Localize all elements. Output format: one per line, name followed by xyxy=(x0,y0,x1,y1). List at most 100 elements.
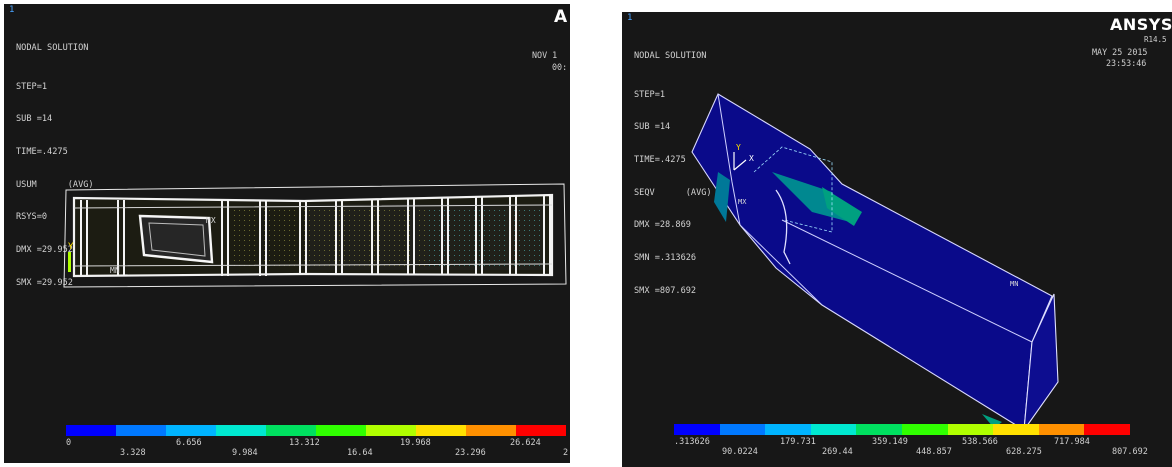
legend-band xyxy=(1038,424,1085,435)
mesh-node xyxy=(474,230,475,231)
mesh-node xyxy=(314,220,315,221)
mesh-node xyxy=(449,255,450,256)
mesh-node xyxy=(504,230,505,231)
mesh-node xyxy=(269,245,270,246)
legend-band xyxy=(216,425,266,436)
mesh-node xyxy=(524,230,525,231)
mesh-node xyxy=(304,260,305,261)
mesh-node xyxy=(404,220,405,221)
mesh-node xyxy=(379,220,380,221)
mesh-node xyxy=(444,255,445,256)
mesh-node xyxy=(499,225,500,226)
stiffener-ribs xyxy=(80,195,551,276)
mesh-node xyxy=(264,215,265,216)
mesh-node xyxy=(379,260,380,261)
mesh-node xyxy=(539,210,540,211)
mesh-node xyxy=(429,230,430,231)
mesh-node xyxy=(429,265,430,266)
mesh-node xyxy=(504,255,505,256)
mesh-node xyxy=(519,215,520,216)
mesh-node xyxy=(254,215,255,216)
mesh-node xyxy=(249,260,250,261)
mesh-node xyxy=(384,260,385,261)
mesh-node xyxy=(329,230,330,231)
mesh-node xyxy=(424,265,425,266)
solution-info: NODAL SOLUTION STEP=1 SUB =14 TIME=.4275… xyxy=(634,29,712,319)
mesh-node xyxy=(444,250,445,251)
mesh-node xyxy=(369,240,370,241)
mesh-node xyxy=(519,230,520,231)
mesh-node xyxy=(274,245,275,246)
mesh-node xyxy=(474,225,475,226)
mesh-node xyxy=(449,220,450,221)
mesh-node xyxy=(274,235,275,236)
mesh-node xyxy=(269,250,270,251)
mesh-node xyxy=(464,220,465,221)
mesh-node xyxy=(249,255,250,256)
mesh-node xyxy=(324,265,325,266)
mesh-node xyxy=(314,225,315,226)
mesh-node xyxy=(404,255,405,256)
mesh-node xyxy=(269,255,270,256)
mesh-node xyxy=(524,250,525,251)
mesh-node xyxy=(239,245,240,246)
mesh-node xyxy=(349,260,350,261)
mesh-node xyxy=(464,250,465,251)
mesh-node xyxy=(289,260,290,261)
mesh-node xyxy=(449,265,450,266)
mesh-node xyxy=(454,230,455,231)
mesh-node xyxy=(334,225,335,226)
mesh-node xyxy=(234,235,235,236)
mesh-node xyxy=(519,260,520,261)
mesh-node xyxy=(424,225,425,226)
mesh-node xyxy=(424,260,425,261)
mesh-node xyxy=(274,240,275,241)
mesh-node xyxy=(349,265,350,266)
mesh-node xyxy=(539,265,540,266)
mesh-node xyxy=(234,245,235,246)
mesh-node xyxy=(429,225,430,226)
ansys-logo: ANSYS xyxy=(1110,15,1172,34)
mesh-node xyxy=(294,225,295,226)
mesh-node xyxy=(274,260,275,261)
mesh-node xyxy=(424,215,425,216)
mesh-node xyxy=(524,220,525,221)
mesh-node xyxy=(264,230,265,231)
mesh-node xyxy=(389,235,390,236)
mesh-node xyxy=(534,265,535,266)
mesh-node xyxy=(444,265,445,266)
mesh-node xyxy=(409,210,410,211)
mesh-node xyxy=(379,250,380,251)
mesh-node xyxy=(244,255,245,256)
info-line: DMX =29.952 xyxy=(16,245,73,256)
mesh-node xyxy=(264,260,265,261)
mesh-node xyxy=(474,245,475,246)
mesh-node xyxy=(374,250,375,251)
mesh-node xyxy=(479,245,480,246)
mesh-node xyxy=(519,255,520,256)
mesh-node xyxy=(404,235,405,236)
mesh-node xyxy=(239,230,240,231)
mesh-node xyxy=(289,230,290,231)
mesh-node xyxy=(479,265,480,266)
mesh-node xyxy=(419,220,420,221)
mesh-node xyxy=(409,215,410,216)
mesh-node xyxy=(384,265,385,266)
mesh-node xyxy=(409,235,410,236)
deformed-beam-model: Y MX MN xyxy=(63,183,567,288)
mesh-node xyxy=(364,220,365,221)
mesh-node xyxy=(514,255,515,256)
mesh-node xyxy=(479,255,480,256)
mesh-node xyxy=(239,215,240,216)
mesh-node xyxy=(494,215,495,216)
mesh-node xyxy=(339,245,340,246)
mesh-node xyxy=(309,230,310,231)
mesh-node xyxy=(439,235,440,236)
mesh-node xyxy=(379,255,380,256)
mesh-node xyxy=(479,260,480,261)
mesh-node xyxy=(289,235,290,236)
mesh-node xyxy=(489,240,490,241)
mesh-node xyxy=(399,245,400,246)
solution-info: NODAL SOLUTION STEP=1 SUB =14 TIME=.4275… xyxy=(16,21,94,311)
mesh-node xyxy=(344,265,345,266)
